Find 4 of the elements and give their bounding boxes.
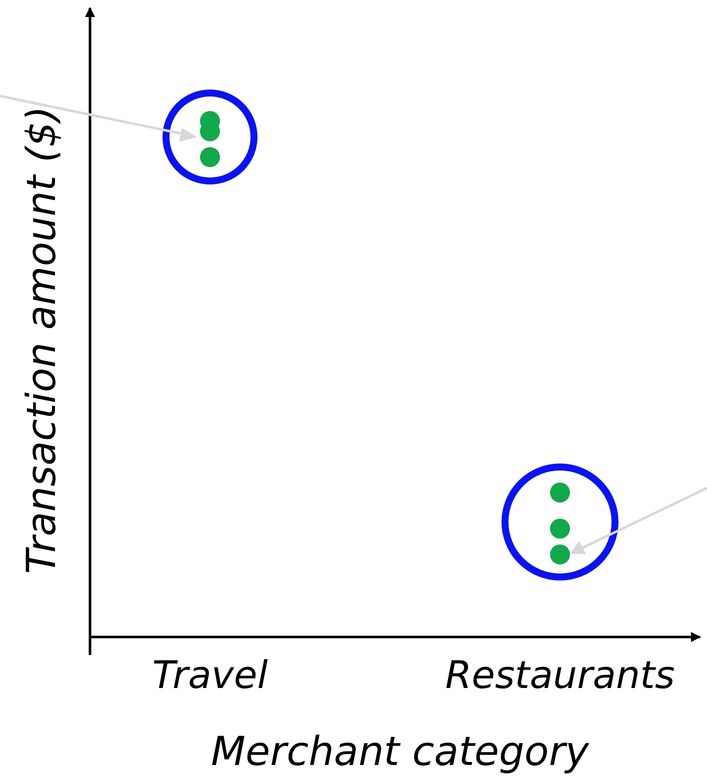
x-tick-label: Travel	[152, 653, 268, 697]
x-axis-title: Merchant category	[211, 729, 590, 775]
x-tick-label: Restaurants	[445, 653, 675, 697]
y-axis-title: Transaction amount ($)	[19, 106, 65, 574]
